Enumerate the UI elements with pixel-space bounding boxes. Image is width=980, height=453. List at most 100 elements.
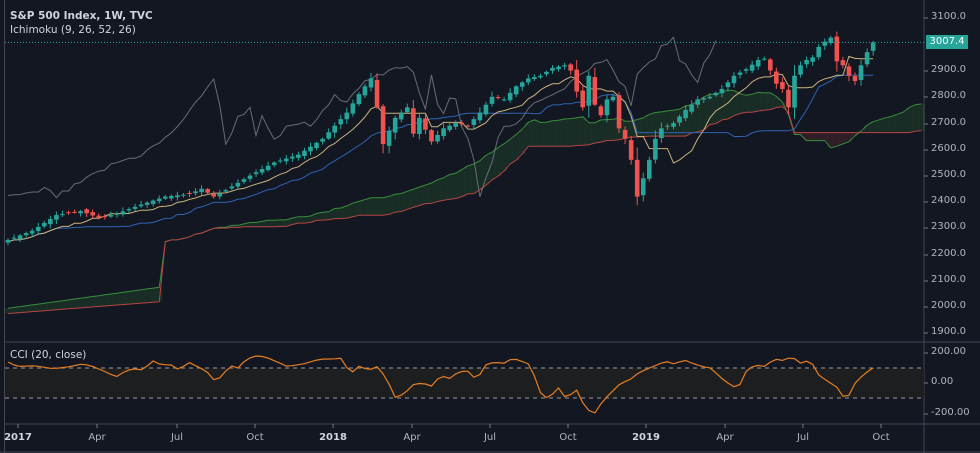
candle (610, 96, 616, 101)
candle (671, 123, 676, 127)
candle (54, 215, 59, 220)
candle (562, 65, 567, 67)
candle (217, 193, 223, 197)
candle (707, 96, 713, 99)
candle (683, 109, 688, 119)
x-axis-label: Oct (872, 432, 890, 443)
candle (568, 64, 573, 71)
candle (653, 138, 658, 160)
x-axis-label: Oct (246, 432, 264, 443)
candle (187, 192, 192, 195)
candle (84, 209, 89, 214)
candle (501, 99, 507, 101)
candle (640, 178, 646, 196)
x-axis-label: Apr (716, 432, 734, 443)
candle (846, 66, 852, 76)
candle (48, 218, 53, 225)
candle (870, 42, 876, 51)
chart-legend: S&P 500 Index, 1W, TVC Ichimoku (9, 26, … (10, 9, 153, 37)
candle (519, 82, 525, 87)
candle (556, 66, 561, 70)
candle (598, 106, 604, 116)
candle (405, 107, 410, 113)
candle (156, 198, 162, 202)
candle (689, 104, 694, 112)
candle (544, 71, 549, 75)
x-axis-label: Jul (170, 432, 184, 443)
candle (138, 204, 144, 207)
candle (804, 60, 809, 65)
y-axis-label: 1900.0 (931, 326, 966, 337)
candle (78, 211, 83, 214)
candle (677, 116, 682, 123)
candle (507, 92, 513, 101)
x-axis-label: 2017 (4, 432, 32, 443)
candle (423, 118, 428, 130)
candle (538, 75, 543, 78)
leading-span-b-line (7, 106, 922, 314)
candle (23, 233, 29, 236)
candle (659, 128, 664, 139)
candle (265, 165, 271, 171)
candle (386, 130, 392, 146)
candle (277, 160, 283, 162)
y-axis-label: 3100.0 (931, 11, 966, 22)
candle (380, 106, 386, 145)
y-axis-label: 2800.0 (931, 90, 966, 101)
candle (181, 194, 186, 196)
candle (308, 146, 313, 152)
candle (616, 95, 622, 129)
candle (495, 97, 501, 99)
candle (29, 230, 35, 234)
candle (175, 195, 180, 198)
candle (761, 58, 767, 60)
candle (35, 226, 41, 231)
candle (356, 94, 362, 105)
candle (332, 125, 337, 133)
candle (441, 128, 446, 137)
candle (326, 132, 331, 139)
candle (350, 103, 356, 114)
candle (628, 140, 634, 160)
candle (695, 99, 700, 105)
candle (150, 200, 156, 204)
y-axis-label: -200.00 (931, 407, 970, 418)
y-axis-label: 200.00 (931, 346, 966, 357)
cci-legend[interactable]: CCI (20, close) (10, 349, 87, 361)
candle (314, 142, 319, 149)
candle (392, 117, 398, 133)
candle (163, 196, 168, 199)
candle (719, 88, 725, 94)
candle (701, 98, 707, 100)
candle (241, 179, 247, 182)
candle (459, 122, 465, 125)
candle (344, 112, 350, 120)
candle (810, 57, 815, 62)
candle (302, 150, 307, 157)
candle (471, 119, 477, 125)
x-axis-label: 2018 (319, 432, 347, 443)
candle (453, 123, 458, 127)
candle (17, 235, 23, 240)
candle (42, 222, 47, 227)
candle (737, 72, 743, 75)
candle (713, 92, 719, 96)
candle (586, 75, 592, 106)
candle (417, 117, 422, 134)
y-axis-label: 2100.0 (931, 274, 966, 285)
candle (725, 82, 731, 88)
candle (223, 190, 229, 192)
candle (429, 130, 434, 142)
indicator-label[interactable]: Ichimoku (9, 26, 52, 26) (10, 24, 136, 36)
candle (211, 193, 216, 197)
candle (411, 108, 416, 134)
candle (550, 67, 555, 71)
candle (362, 86, 368, 96)
y-axis-label: 2400.0 (931, 195, 966, 206)
candle (120, 211, 126, 215)
candle (235, 182, 241, 187)
symbol-title[interactable]: S&P 500 Index, 1W, TVC (10, 10, 153, 22)
candle (834, 36, 840, 62)
